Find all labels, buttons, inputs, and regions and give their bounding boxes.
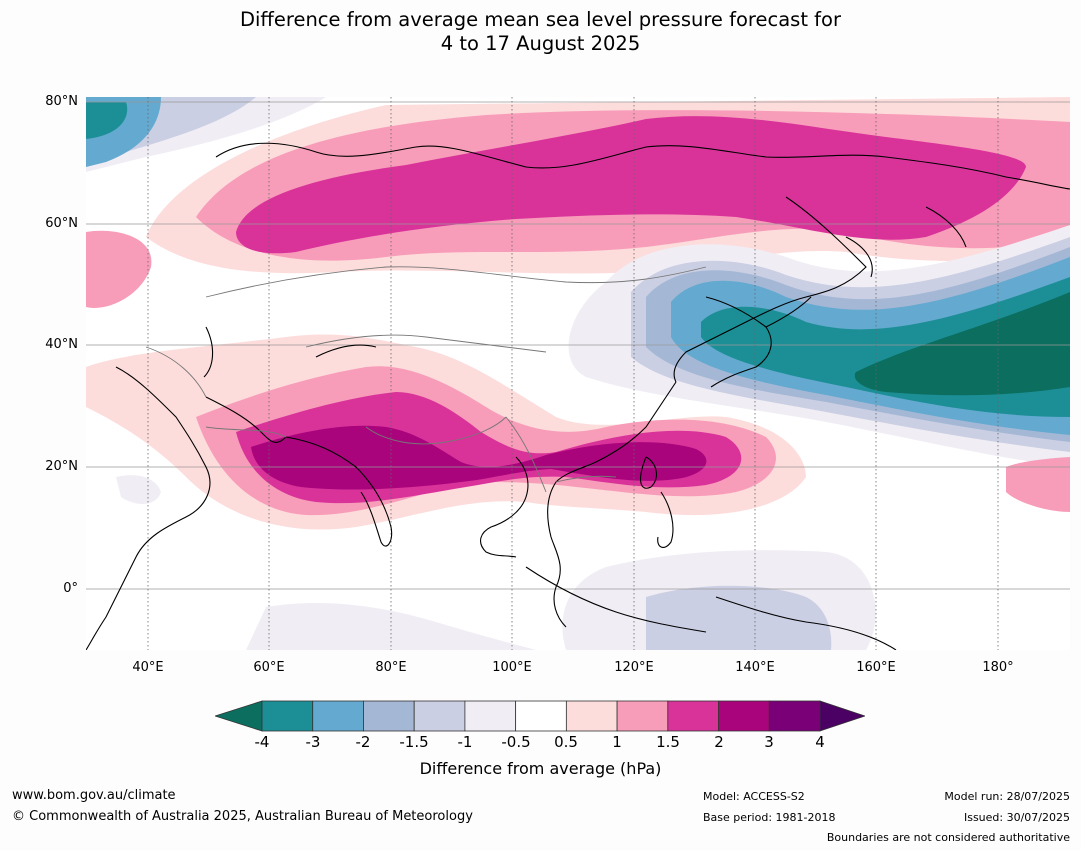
lon-label-160e: 160°E bbox=[856, 660, 896, 675]
footer-base-period: Base period: 1981-2018 bbox=[703, 811, 836, 824]
lat-label-0: 0° bbox=[63, 581, 78, 596]
footer-issued: Issued: 30/07/2025 bbox=[963, 811, 1070, 824]
colorbar-cell bbox=[667, 700, 719, 732]
pressure-anomaly-map bbox=[86, 97, 1070, 650]
lon-label-140e: 140°E bbox=[735, 660, 775, 675]
lon-label-60e: 60°E bbox=[253, 660, 285, 675]
coastlines bbox=[86, 142, 1070, 650]
footer-model-run: Model run: 28/07/2025 bbox=[944, 790, 1070, 803]
longitude-gridlines bbox=[147, 97, 999, 650]
contour-pos-north-magenta bbox=[236, 116, 1026, 254]
footer-copyright: © Commonwealth of Australia 2025, Austra… bbox=[12, 809, 473, 824]
contour-neg-arabia bbox=[116, 475, 161, 504]
colorbar-cell bbox=[718, 700, 770, 732]
chart-title: Difference from average mean sea level p… bbox=[0, 8, 1081, 56]
footer-website: www.bom.gov.au/climate bbox=[12, 788, 176, 803]
colorbar bbox=[215, 700, 865, 732]
colorbar-extend-min bbox=[215, 700, 263, 732]
colorbar-cell bbox=[312, 700, 364, 732]
contour-neg-pacific-dark bbox=[854, 292, 1070, 396]
title-line-1: Difference from average mean sea level p… bbox=[240, 8, 841, 31]
colorbar-cell bbox=[565, 700, 618, 732]
lat-label-40n: 40°N bbox=[45, 337, 78, 352]
colorbar-cell bbox=[413, 700, 466, 732]
colorbar-cell bbox=[464, 700, 517, 732]
colorbar-label: Difference from average (hPa) bbox=[419, 759, 662, 778]
contour-pos-south-purple bbox=[251, 425, 707, 490]
contour-pos-westasia bbox=[86, 230, 152, 308]
colorbar-tick: 1.5 bbox=[656, 733, 680, 751]
colorbar-cell bbox=[515, 700, 567, 732]
footer-disclaimer: Boundaries are not considered authoritat… bbox=[826, 831, 1070, 844]
lon-label-100e: 100°E bbox=[492, 660, 532, 675]
colorbar-extend-max bbox=[819, 700, 865, 732]
lon-label-40e: 40°E bbox=[132, 660, 164, 675]
colorbar-cell bbox=[768, 700, 821, 732]
title-line-2: 4 to 17 August 2025 bbox=[440, 32, 641, 55]
colorbar-tick: -1 bbox=[457, 733, 473, 751]
colorbar-tick: -0.5 bbox=[501, 733, 531, 751]
lat-label-80n: 80°N bbox=[45, 94, 78, 109]
map-panel bbox=[86, 97, 1070, 650]
colorbar-tick: 2 bbox=[714, 733, 724, 751]
colorbar-cell bbox=[363, 700, 415, 732]
lat-label-20n: 20°N bbox=[45, 459, 78, 474]
colorbar-tick: 3 bbox=[764, 733, 774, 751]
colorbar-tick: -3 bbox=[305, 733, 321, 751]
colorbar-tick: 4 bbox=[815, 733, 825, 751]
contour-neg-south-lav bbox=[646, 585, 832, 650]
colorbar-tick: -1.5 bbox=[399, 733, 429, 751]
lon-label-120e: 120°E bbox=[614, 660, 654, 675]
lon-label-180: 180° bbox=[982, 660, 1014, 675]
colorbar-tick: 1 bbox=[612, 733, 622, 751]
lon-label-80e: 80°E bbox=[375, 660, 407, 675]
footer-model: Model: ACCESS-S2 bbox=[703, 790, 805, 803]
lat-label-60n: 60°N bbox=[45, 216, 78, 231]
colorbar-cell bbox=[616, 700, 669, 732]
contour-neg-arctic-teal bbox=[86, 102, 128, 139]
colorbar-tick: -4 bbox=[254, 733, 270, 751]
latitude-gridlines bbox=[86, 101, 1070, 590]
contour-pos-npac-small bbox=[1006, 457, 1070, 512]
colorbar-tick: -2 bbox=[355, 733, 371, 751]
colorbar-tick: 0.5 bbox=[554, 733, 578, 751]
colorbar-cell bbox=[261, 700, 314, 732]
country-borders bbox=[145, 266, 707, 493]
